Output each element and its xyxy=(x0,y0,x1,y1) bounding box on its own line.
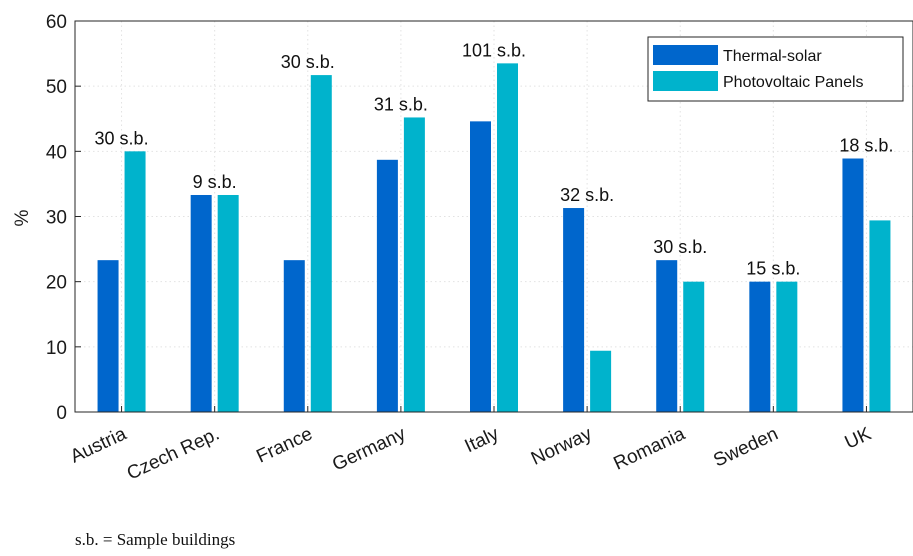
y-axis-label: % xyxy=(12,209,33,226)
x-tick-label: Sweden xyxy=(710,423,781,471)
bar-thermal-solar-czech-rep xyxy=(190,194,212,412)
data-label: 32 s.b. xyxy=(560,185,614,205)
bar-thermal-solar-italy xyxy=(470,121,491,413)
bar-photovoltaic-romania xyxy=(683,281,705,412)
bar-photovoltaic-czech-rep xyxy=(217,194,239,412)
bar-photovoltaic-uk xyxy=(869,220,891,412)
x-tick-label: Norway xyxy=(528,423,596,469)
bar-photovoltaic-italy xyxy=(497,63,518,412)
y-tick-label: 0 xyxy=(56,403,67,424)
legend-swatch xyxy=(653,45,718,65)
bar-photovoltaic-norway xyxy=(590,350,612,412)
bar-thermal-solar-norway xyxy=(563,208,585,412)
bar-chart: 30 s.b. 9 s.b. 30 s.b. 31 s.b. 101 s.b. 32 s.… xyxy=(12,12,913,484)
x-tick-label: UK xyxy=(842,423,875,453)
bar-photovoltaic-germany xyxy=(403,117,425,413)
data-label: 18 s.b. xyxy=(839,136,893,156)
data-labels: 30 s.b. 9 s.b. 30 s.b. 31 s.b. 101 s.b. 32 s.… xyxy=(95,40,894,278)
x-tick-label: Germany xyxy=(329,423,409,475)
y-tick-label: 10 xyxy=(46,338,67,359)
bar-thermal-solar-sweden xyxy=(749,281,771,412)
legend-label: Photovoltaic Panels xyxy=(723,74,864,91)
y-tick-label: 50 xyxy=(46,77,67,98)
y-tick-label: 30 xyxy=(46,208,67,229)
x-tick-label: Czech Rep. xyxy=(124,423,223,484)
bar-photovoltaic-sweden xyxy=(776,281,798,412)
y-tick-label: 40 xyxy=(46,142,67,163)
bar-thermal-solar-uk xyxy=(842,158,864,412)
x-tick-label: France xyxy=(253,423,315,467)
y-tick-label: 20 xyxy=(46,273,67,294)
data-label: 9 s.b. xyxy=(193,172,237,192)
data-label: 30 s.b. xyxy=(95,128,149,148)
y-tick-label: 60 xyxy=(46,12,67,33)
bar-thermal-solar-france xyxy=(283,260,305,412)
legend: Thermal-solar Photovoltaic Panels xyxy=(647,36,904,102)
data-label: 30 s.b. xyxy=(281,52,335,72)
data-label: 30 s.b. xyxy=(653,237,707,257)
bar-thermal-solar-austria xyxy=(97,260,119,412)
data-label: 101 s.b. xyxy=(462,40,526,60)
bar-thermal-solar-germany xyxy=(376,159,398,412)
legend-swatch xyxy=(653,71,718,91)
x-tick-label: Romania xyxy=(611,423,689,474)
bars xyxy=(97,63,891,413)
bar-thermal-solar-romania xyxy=(656,260,678,412)
bar-photovoltaic-france xyxy=(310,75,332,413)
legend-label: Thermal-solar xyxy=(723,48,822,65)
data-label: 15 s.b. xyxy=(746,259,800,279)
data-label: 31 s.b. xyxy=(374,94,428,114)
x-tick-label: Austria xyxy=(67,423,130,467)
footnote: s.b. = Sample buildings xyxy=(75,530,236,549)
bar-photovoltaic-austria xyxy=(124,151,146,413)
x-tick-label: Italy xyxy=(462,423,503,457)
